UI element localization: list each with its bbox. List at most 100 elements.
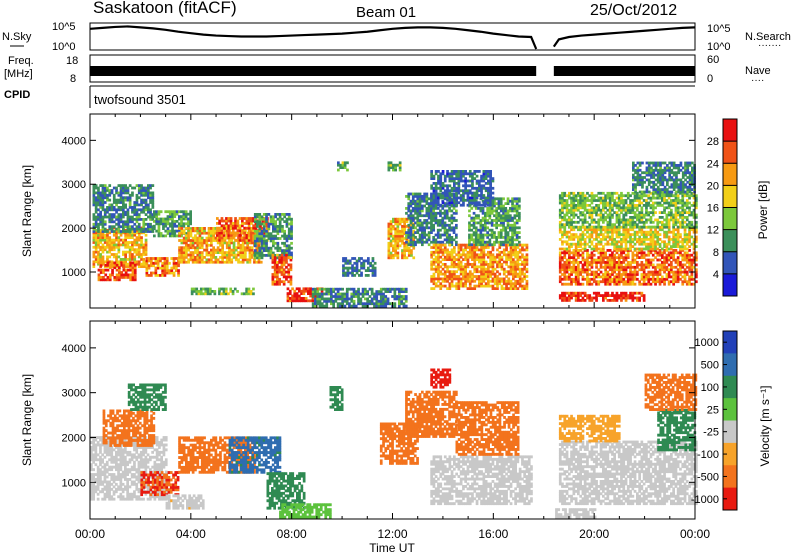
range-cell [403,229,406,233]
range-cell [489,189,492,193]
range-cell [423,233,426,237]
range-cell [471,246,474,249]
range-cell [588,233,592,236]
range-cell [410,251,413,255]
range-cell [672,256,675,259]
range-cell [135,260,139,264]
range-cell [253,260,256,264]
range-cell [683,258,687,262]
range-cell [574,242,578,246]
range-cell [389,220,393,223]
range-cell [351,266,354,270]
range-cell [218,292,221,296]
range-cell [149,186,152,190]
range-cell [140,241,143,244]
range-cell [182,258,186,262]
range-cell [590,273,594,276]
range-cell [257,241,261,245]
range-cell [137,189,141,192]
range-cell [409,214,413,218]
range-cell [459,177,463,180]
range-cell [561,235,564,239]
range-cell [407,228,411,232]
range-cell [423,240,426,244]
range-cell [506,221,510,225]
range-cell [92,230,96,233]
range-cell [473,267,477,271]
range-cell [212,229,215,233]
range-cell [457,275,461,278]
range-cell [516,265,520,269]
range-cell [464,284,467,288]
range-cell [154,266,158,270]
range-cell [342,269,345,272]
range-cell [521,260,524,264]
range-cell [523,260,526,264]
range-cell [504,226,508,230]
range-cell [161,257,164,260]
range-cell [512,248,515,252]
range-cell [633,282,637,286]
range-cell [187,231,190,235]
range-cell [611,261,614,264]
range-cell [486,236,489,239]
range-cell [398,297,401,301]
range-cell [108,260,112,264]
range-cell [180,231,184,235]
range-cell [464,267,467,271]
range-cell [414,243,417,247]
range-cell [166,215,170,218]
range-cell [568,238,571,241]
range-cell [590,247,594,251]
range-cell [597,242,601,246]
range-cell [177,269,180,272]
range-cell [247,292,251,296]
range-cell [443,223,447,227]
range-cell [613,258,616,262]
range-cell [269,234,273,238]
range-cell [216,229,219,232]
range-cell [651,280,655,284]
range-cell [182,222,186,226]
range-cell [448,233,451,237]
range-cell [409,216,413,220]
range-cell [334,295,338,298]
range-cell [572,265,576,269]
nsearch-tick-top: 10^5 [707,23,731,35]
range-cell [234,219,237,223]
range-cell [455,209,458,213]
range-cell [481,226,485,230]
range-cell [119,258,123,261]
range-cell [434,246,438,249]
range-cell [247,224,251,228]
range-cell [283,220,286,223]
range-cell [108,238,112,242]
range-cell [658,258,662,262]
range-cell [455,191,458,195]
range-cell [523,284,526,288]
range-cell [613,245,616,248]
range-cell [579,235,582,239]
range-cell [157,232,161,235]
range-cell [101,258,105,261]
range-cell [651,263,655,267]
range-cell [142,218,146,221]
range-cell [484,253,488,257]
range-cell [455,263,458,266]
range-cell [674,280,678,284]
range-cell [481,207,485,210]
range-cell [672,258,675,262]
range-cell [490,233,494,237]
range-cell [430,186,433,190]
range-cell [473,248,477,252]
range-cell [608,261,612,264]
range-cell [489,279,492,283]
range-cell [106,189,109,192]
range-cell [611,253,614,257]
range-cell [241,229,244,232]
range-cell [248,260,252,264]
freq-tick-top: 18 [66,55,78,67]
range-cell [430,192,433,196]
range-cell [462,191,465,195]
range-cell [175,269,178,272]
